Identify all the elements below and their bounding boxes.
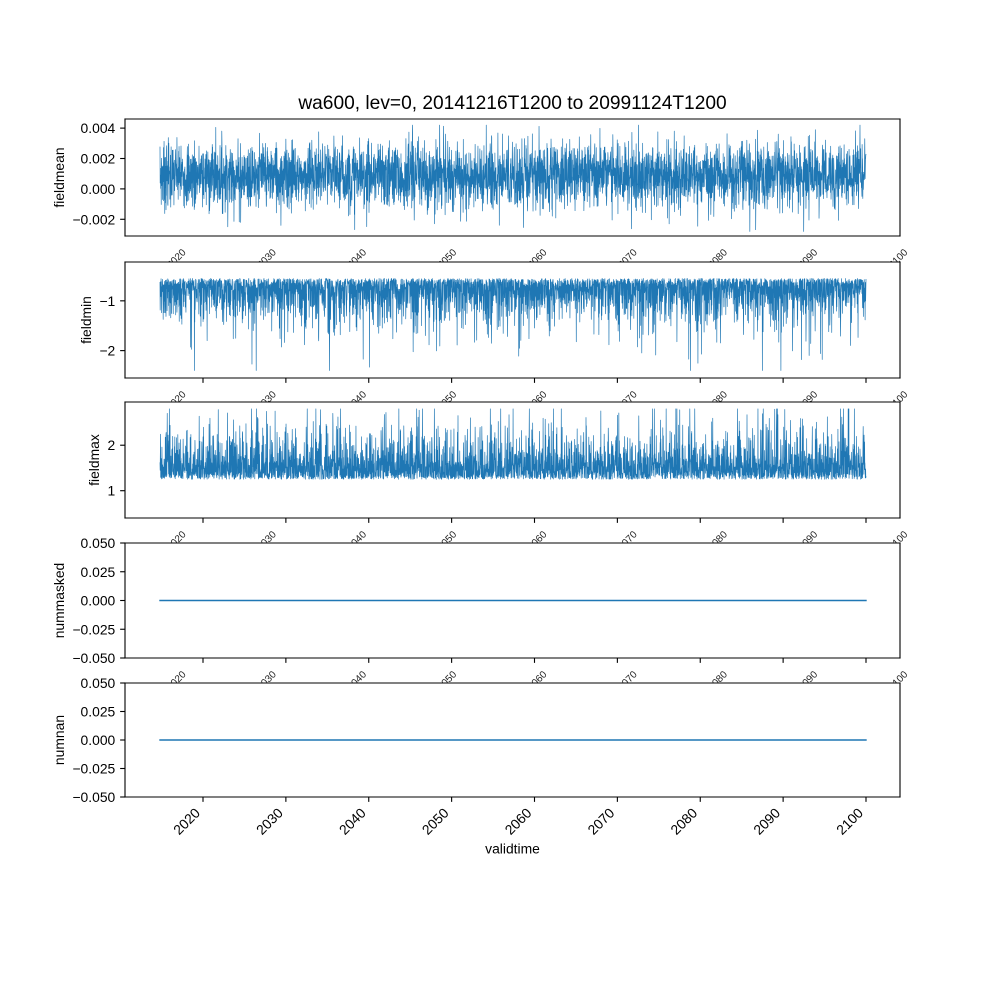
svg-text:2070: 2070 (616, 669, 640, 693)
svg-text:2030: 2030 (255, 389, 279, 413)
svg-text:2050: 2050 (436, 389, 460, 413)
svg-text:2030: 2030 (255, 529, 279, 553)
svg-text:2050: 2050 (436, 669, 460, 693)
svg-text:2090: 2090 (797, 389, 821, 413)
svg-text:2070: 2070 (616, 389, 640, 413)
svg-text:2020: 2020 (165, 529, 189, 553)
svg-text:2070: 2070 (616, 529, 640, 553)
svg-text:2060: 2060 (526, 669, 550, 693)
svg-text:2070: 2070 (616, 247, 640, 271)
svg-text:2050: 2050 (436, 247, 460, 271)
svg-text:2100: 2100 (887, 529, 911, 553)
svg-text:2030: 2030 (255, 669, 279, 693)
svg-text:2100: 2100 (887, 247, 911, 271)
svg-text:2080: 2080 (706, 669, 730, 693)
svg-text:2080: 2080 (706, 247, 730, 271)
svg-text:2100: 2100 (887, 389, 911, 413)
svg-text:2040: 2040 (346, 247, 370, 271)
svg-text:2090: 2090 (797, 529, 821, 553)
svg-text:2090: 2090 (797, 669, 821, 693)
svg-text:2020: 2020 (165, 669, 189, 693)
svg-text:2020: 2020 (165, 389, 189, 413)
svg-text:2060: 2060 (526, 247, 550, 271)
svg-text:2040: 2040 (346, 669, 370, 693)
svg-text:2040: 2040 (346, 389, 370, 413)
svg-text:2080: 2080 (706, 389, 730, 413)
svg-text:2030: 2030 (255, 247, 279, 271)
svg-text:2020: 2020 (165, 247, 189, 271)
svg-text:2090: 2090 (797, 247, 821, 271)
svg-text:2060: 2060 (526, 389, 550, 413)
svg-text:2040: 2040 (346, 529, 370, 553)
svg-text:2060: 2060 (526, 529, 550, 553)
svg-text:2100: 2100 (887, 669, 911, 693)
svg-text:2050: 2050 (436, 529, 460, 553)
svg-text:2080: 2080 (706, 529, 730, 553)
